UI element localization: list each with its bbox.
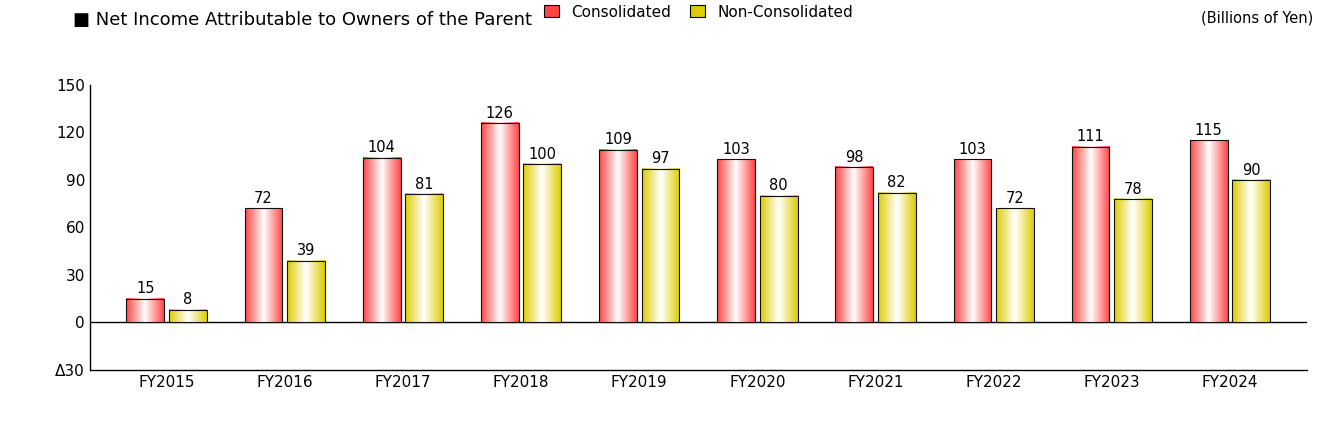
Text: 100: 100 (528, 147, 556, 162)
Bar (1114, 199, 1152, 322)
Text: 72: 72 (1006, 191, 1024, 206)
Text: 98: 98 (845, 150, 863, 165)
Bar (244, 208, 282, 322)
Bar (599, 150, 636, 322)
Bar (480, 123, 519, 322)
Text: 39: 39 (297, 243, 315, 258)
Bar (1233, 180, 1270, 322)
Bar (286, 261, 325, 322)
Text: 111: 111 (1077, 129, 1105, 144)
Text: 104: 104 (368, 140, 396, 156)
Bar (405, 194, 444, 322)
Bar (760, 196, 797, 322)
Bar (169, 310, 207, 322)
Text: 115: 115 (1195, 123, 1222, 138)
Text: 126: 126 (486, 105, 513, 121)
Bar (878, 193, 916, 322)
Text: 80: 80 (770, 178, 788, 193)
Text: 8: 8 (183, 292, 193, 307)
Text: 90: 90 (1242, 162, 1261, 178)
Text: 81: 81 (414, 177, 433, 192)
Text: ■ Net Income Attributable to Owners of the Parent: ■ Net Income Attributable to Owners of t… (73, 11, 532, 28)
Text: 103: 103 (722, 142, 750, 157)
Legend: Consolidated, Non-Consolidated: Consolidated, Non-Consolidated (541, 2, 855, 23)
Text: 109: 109 (605, 133, 632, 147)
Bar (524, 164, 561, 322)
Text: 82: 82 (887, 175, 906, 190)
Bar (642, 169, 680, 322)
Bar (363, 158, 400, 322)
Text: 72: 72 (253, 191, 273, 206)
Bar (953, 159, 991, 322)
Bar (1072, 147, 1110, 322)
Text: 103: 103 (958, 142, 986, 157)
Bar (997, 208, 1034, 322)
Bar (1189, 140, 1228, 322)
Text: (Billions of Yen): (Billions of Yen) (1201, 11, 1313, 26)
Text: 97: 97 (651, 151, 669, 167)
Text: 78: 78 (1123, 181, 1142, 196)
Bar (127, 298, 164, 322)
Bar (836, 167, 873, 322)
Text: 15: 15 (136, 281, 154, 296)
Bar (717, 159, 755, 322)
